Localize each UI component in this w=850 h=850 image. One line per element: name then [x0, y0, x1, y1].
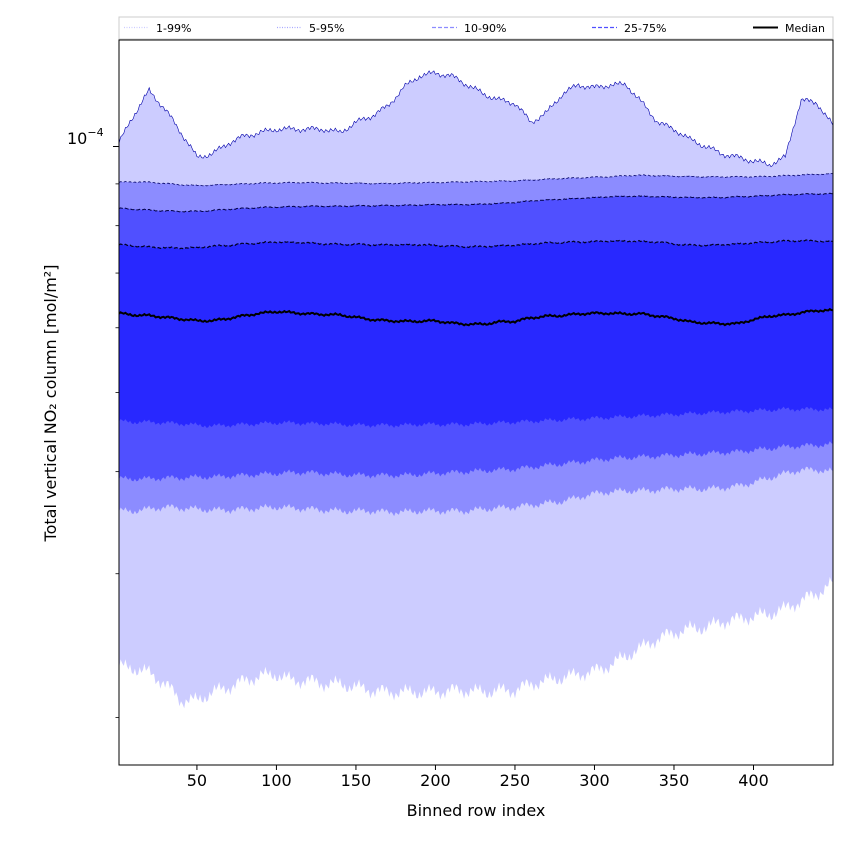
legend-label: 10-90% — [464, 22, 506, 35]
x-tick-label: 50 — [187, 771, 207, 790]
y-axis-label: Total vertical NO₂ column [mol/m²] — [41, 265, 60, 543]
x-tick-label: 250 — [500, 771, 531, 790]
line-p75 — [119, 239, 833, 250]
y-tick-label-major: 10−4 — [67, 126, 104, 148]
legend-label: 5-95% — [309, 22, 344, 35]
legend-label: 1-99% — [156, 22, 191, 35]
x-tick-label: 100 — [261, 771, 292, 790]
legend-box — [118, 16, 834, 40]
x-axis-label: Binned row index — [407, 801, 546, 820]
x-tick-label: 150 — [341, 771, 372, 790]
x-axis: 50 100 150 200 250 300 350 400 — [187, 765, 769, 790]
percentile-bands — [119, 70, 833, 709]
y-axis — [113, 145, 119, 719]
legend-label: Median — [785, 22, 825, 35]
line-p99 — [119, 70, 833, 168]
x-tick-label: 350 — [659, 771, 690, 790]
legend-label: 25-75% — [624, 22, 666, 35]
x-tick-label: 200 — [420, 771, 451, 790]
line-p95 — [119, 172, 833, 187]
band-25-75 — [119, 240, 833, 428]
legend: 1-99% 5-95% 10-90% 25-75% Median — [118, 16, 834, 40]
percentile-lines — [119, 70, 833, 327]
x-tick-label: 400 — [738, 771, 769, 790]
line-median — [119, 307, 833, 327]
x-tick-label: 300 — [579, 771, 610, 790]
plot-frame — [118, 39, 834, 766]
line-p90 — [119, 192, 833, 213]
